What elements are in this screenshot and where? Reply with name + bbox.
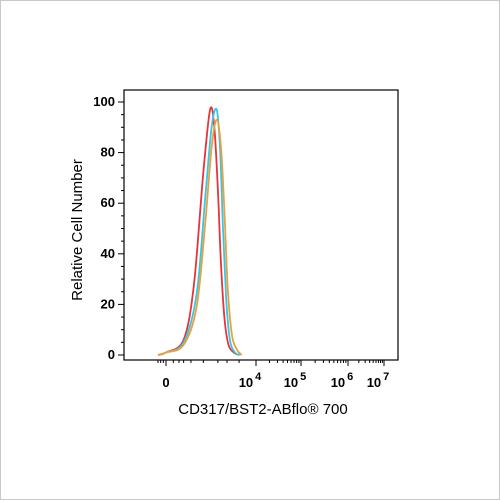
y-tick-label: 80 — [101, 145, 115, 160]
y-tick-label: 0 — [108, 347, 115, 362]
x-tick-label: 10 5 — [284, 371, 307, 390]
x-tick-labels: 0 10 4 10 5 10 6 10 7 — [162, 371, 389, 390]
curves — [157, 106, 243, 356]
histogram-series-2 — [157, 107, 241, 356]
x-axis-label: CD317/BST2-ABflo® 700 — [178, 401, 347, 418]
y-tick-labels: 0 20 40 60 80 100 — [93, 94, 115, 362]
x-tick-label: 10 7 — [367, 371, 390, 390]
y-tick-label: 60 — [101, 195, 115, 210]
axes — [118, 89, 399, 366]
plot-frame — [123, 89, 399, 361]
x-tick-label: 0 — [162, 375, 169, 390]
y-tick-label: 20 — [101, 296, 115, 311]
histogram-series-3 — [157, 118, 243, 356]
y-tick-label: 100 — [93, 94, 115, 109]
x-tick-label: 10 6 — [331, 371, 354, 390]
x-tick-label: 10 4 — [239, 371, 262, 390]
y-tick-label: 40 — [101, 246, 115, 261]
y-axis-label: Relative Cell Number — [69, 159, 86, 301]
